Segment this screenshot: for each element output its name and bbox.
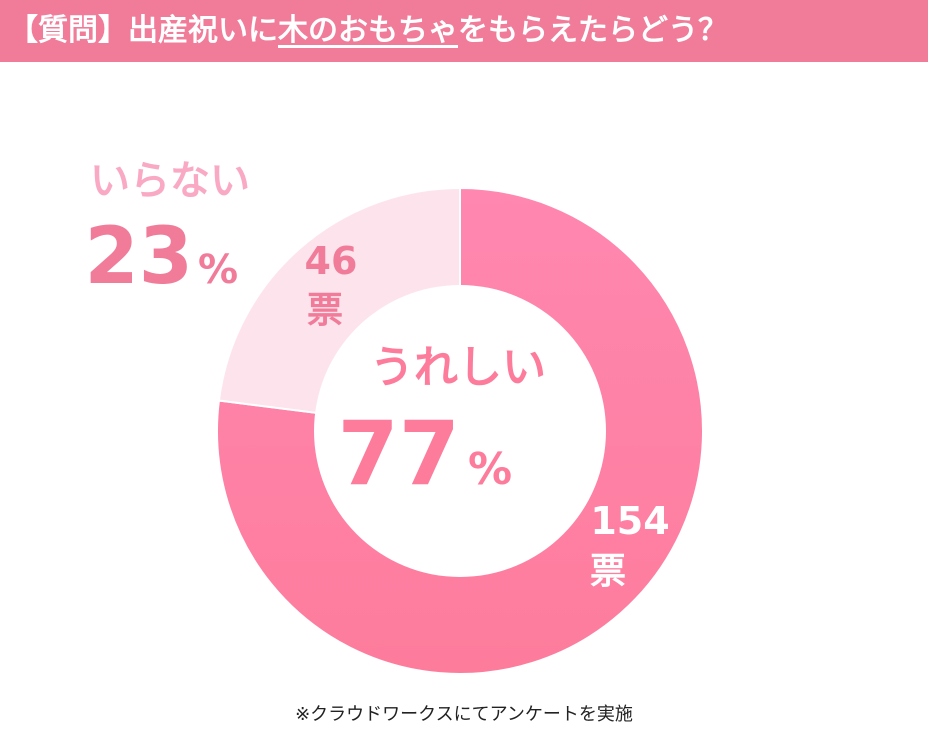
minor-slice-percent-sign: % <box>198 247 238 293</box>
question-prefix: 【質問】出産祝いに <box>8 13 278 48</box>
question-suffix: をもらえたらどう？ <box>458 13 728 48</box>
question-header: 【質問】出産祝いに木のおもちゃをもらえたらどう？ <box>0 0 928 62</box>
survey-note: ※クラウドワークスにてアンケートを実施 <box>295 704 633 725</box>
main-slice-vote-unit: 票 <box>590 551 626 592</box>
donut-hole <box>314 285 606 577</box>
minor-slice-vote-unit: 票 <box>307 290 343 331</box>
minor-slice-percent: 23 <box>84 212 193 302</box>
main-slice-votes: 154 <box>590 499 669 543</box>
minor-slice-votes: 46 <box>305 239 358 283</box>
minor-slice-label: いらない <box>90 158 250 204</box>
main-slice-percent-sign: % <box>468 444 512 495</box>
main-slice-percent: 77 <box>338 402 460 505</box>
question-highlight: 木のおもちゃ <box>278 13 458 48</box>
main-slice-label: うれしい <box>370 342 546 393</box>
